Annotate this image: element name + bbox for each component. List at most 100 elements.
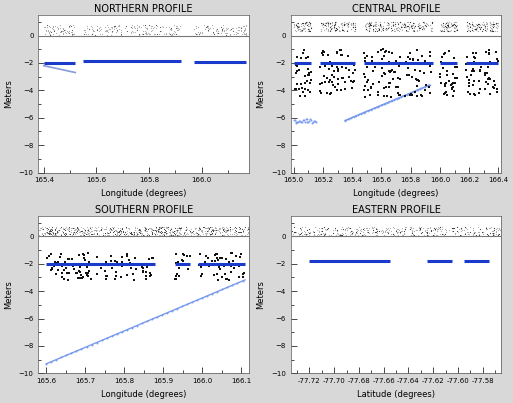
- Point: [453, 21, 461, 28]
- Point: [78, 275, 86, 282]
- Point: [148, 229, 156, 235]
- Point: [378, 26, 386, 33]
- Point: [238, 60, 246, 66]
- Point: [480, 67, 488, 74]
- Point: [292, 54, 301, 61]
- Point: [446, 54, 454, 60]
- Point: [168, 232, 176, 239]
- Point: [492, 27, 501, 34]
- Point: [387, 56, 396, 62]
- Point: [104, 29, 112, 35]
- Point: [384, 229, 392, 235]
- Point: [380, 53, 388, 60]
- Point: [311, 224, 319, 231]
- Point: [93, 27, 101, 33]
- Point: [179, 283, 187, 289]
- Point: [45, 224, 53, 230]
- Point: [123, 230, 131, 237]
- Point: [188, 230, 196, 237]
- Point: [201, 67, 209, 74]
- Point: [441, 58, 449, 64]
- Point: [376, 23, 384, 29]
- Point: [336, 232, 344, 238]
- Point: [107, 227, 115, 233]
- Point: [218, 255, 226, 261]
- Point: [410, 20, 419, 26]
- Point: [350, 20, 359, 27]
- Point: [470, 26, 479, 32]
- Point: [466, 24, 475, 31]
- Point: [404, 54, 412, 60]
- Point: [80, 251, 88, 258]
- Point: [90, 76, 98, 82]
- Point: [132, 25, 141, 32]
- Point: [119, 228, 127, 234]
- Point: [304, 263, 312, 270]
- Point: [296, 231, 304, 237]
- Point: [240, 28, 248, 34]
- Point: [144, 225, 152, 232]
- Point: [138, 320, 146, 327]
- Point: [449, 27, 458, 34]
- Point: [441, 83, 449, 89]
- Point: [451, 230, 460, 237]
- Point: [380, 73, 388, 79]
- Point: [161, 232, 169, 239]
- Point: [213, 62, 222, 68]
- Point: [222, 31, 230, 38]
- Point: [451, 25, 459, 31]
- Point: [42, 229, 50, 235]
- Point: [92, 23, 101, 29]
- Point: [211, 230, 219, 237]
- Point: [152, 25, 160, 31]
- Point: [194, 29, 202, 35]
- Point: [426, 61, 434, 67]
- Point: [119, 229, 127, 235]
- Point: [333, 227, 341, 233]
- Point: [443, 19, 451, 25]
- Point: [60, 27, 68, 34]
- Point: [385, 24, 393, 30]
- Point: [305, 19, 313, 25]
- Point: [352, 112, 361, 119]
- Point: [295, 27, 304, 34]
- Point: [385, 227, 393, 233]
- Point: [146, 224, 154, 231]
- Point: [303, 19, 311, 26]
- Point: [478, 233, 486, 239]
- Point: [466, 57, 475, 63]
- Point: [116, 227, 125, 234]
- Point: [405, 259, 413, 266]
- Point: [114, 23, 122, 29]
- Point: [393, 58, 402, 64]
- Point: [337, 20, 345, 26]
- Point: [303, 116, 311, 123]
- Point: [491, 49, 500, 56]
- Point: [480, 74, 488, 81]
- Point: [49, 230, 57, 236]
- Point: [363, 78, 371, 85]
- Point: [359, 226, 367, 232]
- Point: [112, 74, 120, 81]
- Point: [97, 64, 105, 71]
- Point: [403, 23, 411, 29]
- Point: [214, 276, 222, 283]
- Point: [39, 226, 47, 232]
- Point: [192, 25, 200, 31]
- Point: [468, 227, 477, 233]
- Point: [220, 27, 228, 34]
- Point: [361, 109, 369, 115]
- Point: [160, 224, 168, 231]
- Point: [211, 226, 220, 233]
- Point: [485, 64, 494, 70]
- Point: [320, 27, 328, 33]
- Point: [371, 268, 380, 274]
- Point: [450, 64, 459, 70]
- Point: [384, 224, 392, 231]
- Point: [383, 229, 391, 236]
- Point: [398, 27, 406, 33]
- Point: [193, 230, 202, 236]
- Point: [399, 232, 407, 238]
- Point: [222, 229, 230, 235]
- Point: [302, 19, 310, 25]
